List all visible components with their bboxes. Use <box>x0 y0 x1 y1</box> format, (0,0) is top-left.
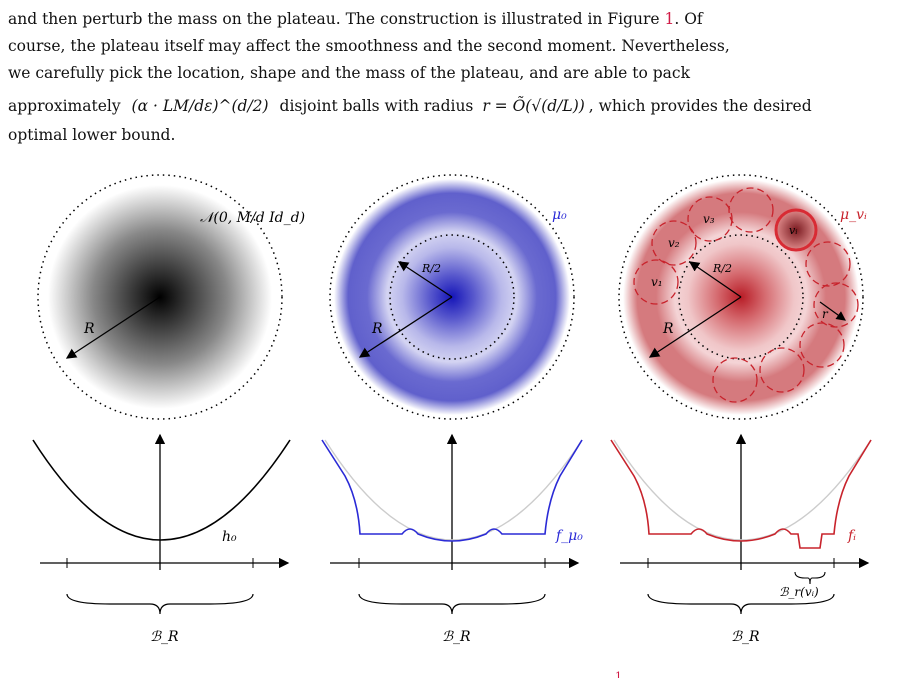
ball-boundary <box>37 174 283 420</box>
center-v1: v₁ <box>651 275 663 289</box>
half-ball-boundary <box>678 234 804 360</box>
function-curve <box>610 439 872 549</box>
radius-label: R <box>371 321 383 337</box>
small-ball-label: ℬ_r(vᵢ) <box>779 585 819 599</box>
radius-expression: r = Õ(√(d/L)) <box>482 97 585 115</box>
para-line-2: course, the plateau itself may affect th… <box>8 37 730 55</box>
small-balls <box>633 187 859 403</box>
center-v2: v₂ <box>668 236 680 250</box>
radius-arrow <box>648 296 742 358</box>
panel-2-mu0: R R/2 μ₀ f_μ₀ ℬ_R <box>321 174 583 645</box>
half-radius-arrow <box>397 261 453 298</box>
small-radius-label: r <box>822 307 829 321</box>
half-radius-label: R/2 <box>421 262 441 275</box>
center-vi: vᵢ <box>789 224 797 237</box>
reference-curve <box>613 439 872 541</box>
para-line-4: approximately (α · LM/dε)^(d/2) disjoint… <box>8 97 812 115</box>
para-line-3: we carefully pick the location, shape an… <box>8 64 690 82</box>
ball-brace <box>358 593 546 615</box>
half-radius-label: R/2 <box>712 262 732 275</box>
function-curve <box>321 439 583 542</box>
function-label: f_μ₀ <box>555 528 583 544</box>
body-paragraph: and then perturb the mass on the plateau… <box>8 6 908 144</box>
radius-arrow <box>358 296 453 358</box>
function-curve <box>32 439 291 541</box>
para-line-1: and then perturb the mass on the plateau… <box>8 10 703 28</box>
count-expression: (α · LM/dε)^(d/2) <box>131 97 269 115</box>
para-line-5: optimal lower bound. <box>8 126 176 144</box>
selected-ball-vi <box>774 208 818 252</box>
ball-label: ℬ_R <box>150 629 179 645</box>
ball-label: ℬ_R <box>442 629 471 645</box>
radius-arrow <box>65 296 161 359</box>
function-label: h₀ <box>222 529 237 545</box>
function-label: fᵢ <box>847 528 856 544</box>
radius-label: R <box>83 321 95 337</box>
ball-label: ℬ_R <box>731 629 760 645</box>
half-radius-arrow <box>688 261 742 298</box>
radius-label: R <box>662 321 674 337</box>
ball-boundary <box>618 174 864 420</box>
ball-brace <box>66 593 254 615</box>
caption-fragment: 1 <box>615 670 622 678</box>
panel-1-gaussian: R 𝒩(0, M/d Id_d) h₀ ℬ_R <box>32 174 305 645</box>
center-v3: v₃ <box>703 212 715 226</box>
small-radius-arrow <box>819 301 846 321</box>
distribution-label: μ_vᵢ <box>840 207 867 223</box>
ball-brace <box>647 593 835 615</box>
ball-boundary <box>329 174 575 420</box>
figure-reference-link[interactable]: 1 <box>664 10 675 28</box>
distribution-label: μ₀ <box>552 207 567 223</box>
small-ball-brace <box>794 571 826 585</box>
panel-3-mu-vi: v₁ v₂ v₃ vᵢ r R R/2 μ_vᵢ fᵢ ℬ_r(vᵢ) ℬ_R <box>610 174 872 645</box>
reference-curve <box>324 439 583 541</box>
distribution-label: 𝒩(0, M/d Id_d) <box>200 210 305 226</box>
half-ball-boundary <box>389 234 515 360</box>
